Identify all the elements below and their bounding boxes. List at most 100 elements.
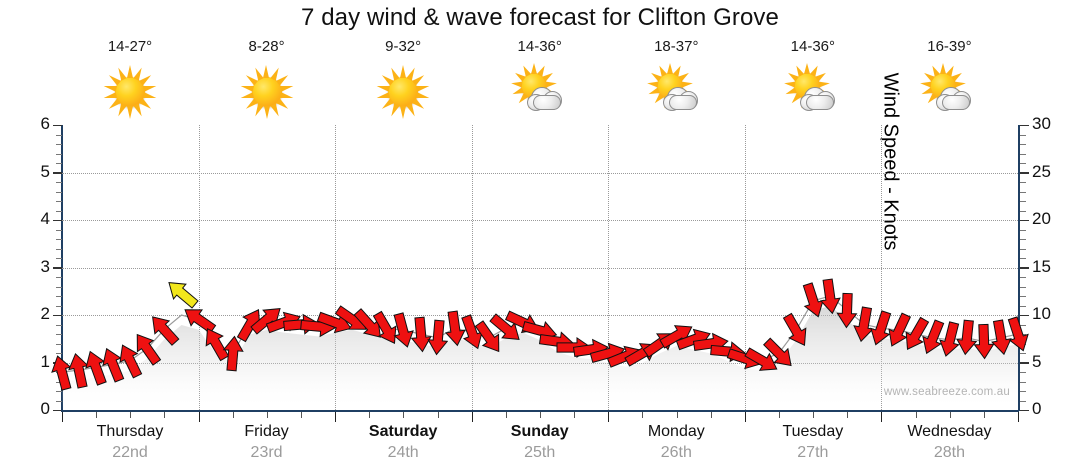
sunny-icon: [99, 61, 161, 123]
axis-tick: [1020, 219, 1029, 221]
axis-minor-tick: [56, 229, 62, 231]
day-date: 26th: [660, 444, 692, 461]
x-axis-minor-tick: [540, 412, 541, 418]
day-header-sunday: 14-36°: [472, 38, 608, 123]
x-axis-minor-tick: [949, 412, 951, 418]
temperature-range: 16-39°: [927, 38, 972, 55]
axis-tick: [53, 172, 62, 174]
axis-tick: [53, 219, 62, 221]
day-name: Sunday: [510, 423, 569, 440]
x-axis-minor-tick: [710, 412, 712, 418]
temperature-range: 18-37°: [654, 38, 699, 55]
axis-tick-label: 10: [1032, 304, 1051, 323]
axis-tick-label: 0: [1032, 399, 1042, 418]
x-axis-minor-tick: [437, 412, 439, 418]
x-axis-major-tick: [744, 412, 746, 422]
axis-minor-tick: [56, 334, 62, 336]
axis-minor-tick: [56, 144, 62, 146]
gridline-vertical: [881, 125, 883, 410]
axis-minor-tick: [1020, 239, 1026, 241]
gridline-horizontal: [62, 172, 1018, 174]
temperature-range: 14-27°: [107, 38, 153, 55]
x-axis-minor-tick: [96, 412, 98, 418]
day-header-friday: 8-28°: [199, 38, 335, 123]
axis-minor-tick: [56, 191, 62, 193]
x-axis-minor-tick: [915, 412, 917, 418]
axis-minor-tick: [1020, 134, 1026, 136]
gridline-vertical: [198, 125, 200, 410]
axis-tick: [1020, 267, 1029, 269]
sunny-icon: [372, 61, 434, 123]
wave-height-area: [62, 306, 1018, 410]
axis-minor-tick: [1020, 391, 1026, 393]
x-axis-minor-tick: [676, 412, 678, 418]
axis-minor-tick: [1020, 153, 1026, 155]
day-header-saturday: 9-32°: [335, 38, 471, 123]
axis-tick: [1020, 362, 1029, 364]
day-label-thursday: Thursday 22nd: [62, 422, 198, 464]
axis-minor-tick: [56, 305, 62, 307]
axis-tick: [53, 314, 62, 316]
axis-tick-label: 5: [40, 161, 50, 181]
temperature-range: 9-32°: [385, 38, 422, 55]
x-axis-minor-tick: [403, 412, 405, 418]
x-axis-major-tick: [198, 412, 200, 422]
axis-minor-tick: [1020, 305, 1026, 307]
temperature-range: 14-36°: [790, 38, 836, 55]
day-label-wednesday: Wednesday 28th: [881, 422, 1017, 464]
x-axis-major-tick: [62, 412, 63, 422]
x-axis-minor-tick: [983, 412, 985, 418]
partly-cloudy-icon: [782, 61, 844, 123]
axis-minor-tick: [56, 343, 62, 345]
x-axis-major-tick: [335, 412, 337, 422]
partly-cloudy-icon: [918, 61, 980, 123]
x-axis-minor-tick: [130, 412, 132, 418]
axis-minor-tick: [56, 381, 62, 383]
axis-minor-tick: [1020, 182, 1026, 184]
axis-minor-tick: [1020, 353, 1026, 355]
partly-cloudy-icon: [509, 61, 571, 123]
x-axis-minor-tick: [301, 412, 302, 418]
axis-tick-label: 5: [1032, 351, 1042, 371]
axis-tick-label: 30: [1032, 114, 1051, 133]
axis-tick: [1020, 409, 1029, 411]
x-axis-minor-tick: [369, 412, 371, 418]
axis-minor-tick: [1020, 258, 1026, 260]
axis-minor-tick: [1020, 400, 1026, 402]
axis-tick: [53, 409, 62, 411]
axis-tick-label: 0: [40, 399, 50, 418]
x-axis-major-tick: [1018, 412, 1019, 422]
axis-minor-tick: [1020, 286, 1026, 288]
gridline-horizontal: [62, 267, 1018, 269]
day-date: 27th: [797, 444, 829, 461]
day-header-wednesday: 16-39°: [881, 38, 1017, 123]
day-label-friday: Friday 23rd: [199, 422, 335, 464]
axis-minor-tick: [56, 182, 62, 184]
x-axis-minor-tick: [813, 412, 815, 418]
day-date: 22nd: [112, 444, 148, 461]
axis-minor-tick: [56, 153, 62, 155]
axis-minor-tick: [1020, 163, 1026, 165]
page-title: 7 day wind & wave forecast for Clifton G…: [301, 4, 779, 31]
axis-minor-tick: [56, 239, 62, 241]
axis-tick: [53, 124, 62, 126]
axis-minor-tick: [56, 163, 62, 165]
axis-minor-tick: [56, 258, 62, 260]
axis-minor-tick: [56, 134, 62, 136]
axis-minor-tick: [1020, 229, 1026, 231]
axis-minor-tick: [56, 324, 62, 326]
day-name: Thursday: [96, 423, 164, 440]
axis-minor-tick: [1020, 296, 1026, 298]
x-axis-line: [61, 410, 1019, 412]
x-axis-minor-tick: [779, 412, 780, 418]
day-name: Tuesday: [782, 423, 844, 440]
axis-tick-label: 15: [1032, 256, 1051, 276]
axis-minor-tick: [56, 391, 62, 393]
axis-tick-label: 6: [40, 114, 50, 133]
axis-minor-tick: [56, 296, 62, 298]
axis-minor-tick: [1020, 381, 1026, 383]
gridline-vertical: [335, 125, 337, 410]
day-name: Wednesday: [907, 423, 992, 440]
plot-area: www.seabreeze.com.au: [51, 125, 1029, 410]
